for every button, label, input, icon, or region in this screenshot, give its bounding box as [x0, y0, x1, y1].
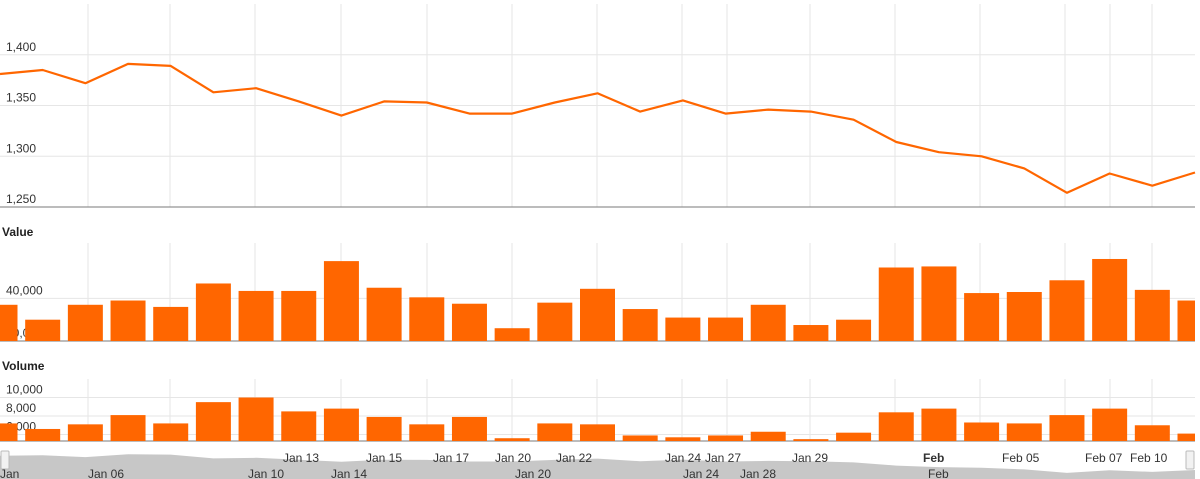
- navigator-label: Jan 15: [366, 451, 402, 465]
- panel-1-ytick-label: 40,000: [6, 283, 43, 297]
- value-bar: [1006, 292, 1042, 341]
- navigator-label: Jan 24: [665, 451, 701, 465]
- volume-bar: [1006, 423, 1042, 441]
- value-bar: [67, 304, 103, 341]
- value-bar: [409, 297, 445, 341]
- volume-bar: [1134, 425, 1170, 441]
- volume-bar: [622, 435, 658, 441]
- value-bar: [110, 300, 146, 341]
- volume-bar: [836, 432, 872, 441]
- value-bar: [750, 304, 786, 341]
- navigator-label: Jan 29: [792, 451, 828, 465]
- volume-bar: [665, 437, 701, 441]
- volume-bar: [1177, 433, 1195, 441]
- navigator-label: Jan 20: [515, 467, 551, 479]
- value-bar: [665, 317, 701, 341]
- value-bar: [921, 266, 957, 341]
- volume-bar: [1049, 415, 1085, 441]
- navigator-label: Feb 10: [1130, 451, 1168, 465]
- navigator-label: Jan 14: [331, 467, 367, 479]
- panel-2-ytick-label: 8,000: [6, 401, 36, 415]
- volume-bar: [750, 431, 786, 441]
- value-bar: [1092, 258, 1128, 341]
- volume-bar: [964, 422, 1000, 441]
- navigator-label: Feb: [923, 451, 944, 465]
- value-bar: [451, 303, 487, 341]
- volume-bar: [878, 412, 914, 441]
- volume-bar: [195, 402, 231, 441]
- value-bar: [1177, 300, 1195, 341]
- value-bar: [836, 319, 872, 341]
- volume-bar: [1092, 408, 1128, 441]
- navigator-left-handle[interactable]: [0, 450, 10, 470]
- volume-bar: [281, 411, 317, 441]
- value-bar: [964, 293, 1000, 341]
- volume-bar: [580, 424, 615, 441]
- panel-2-title: Volume: [2, 359, 45, 373]
- value-bar: [793, 325, 829, 341]
- navigator-label: Jan 13: [283, 451, 319, 465]
- value-bar: [622, 309, 658, 341]
- value-bar: [537, 302, 573, 341]
- value-bar: [1049, 280, 1085, 341]
- value-bar: [195, 283, 231, 341]
- value-bar: [366, 287, 402, 341]
- volume-bar: [238, 397, 274, 441]
- panel-0-ytick-label: 1,250: [6, 192, 36, 206]
- volume-bar: [67, 424, 103, 441]
- volume-bar: [110, 415, 146, 441]
- panel-2-ytick-label: 10,000: [6, 383, 43, 397]
- price-line: [0, 62, 1196, 194]
- panel-0-ytick-label: 1,350: [6, 91, 36, 105]
- panel-0-ytick-label: 1,300: [6, 141, 36, 155]
- panel-1-title: Value: [2, 225, 34, 239]
- value-bar: [1134, 289, 1170, 341]
- navigator-label: Jan 20: [495, 451, 531, 465]
- navigator-label: Jan 10: [248, 467, 284, 479]
- navigator-label: Jan: [0, 467, 19, 479]
- volume-bar: [323, 408, 359, 441]
- value-bar: [323, 261, 359, 341]
- navigator-right-handle[interactable]: [1185, 450, 1195, 470]
- navigator-label: Jan 27: [705, 451, 741, 465]
- volume-bar: [921, 408, 957, 441]
- value-bar: [708, 317, 744, 341]
- value-bar: [878, 267, 914, 341]
- navigator-label: Jan 24: [683, 467, 719, 479]
- navigator-label: Jan 06: [88, 467, 124, 479]
- volume-bar: [0, 423, 18, 441]
- value-bar: [153, 306, 189, 341]
- navigator-label: Jan 22: [556, 451, 592, 465]
- volume-bar: [451, 416, 487, 441]
- value-bar: [25, 319, 61, 341]
- navigator-label: Feb: [928, 467, 949, 479]
- navigator-label: Feb 05: [1002, 451, 1040, 465]
- volume-bar: [708, 435, 744, 441]
- volume-bar: [366, 416, 402, 441]
- navigator-label: Jan 28: [740, 467, 776, 479]
- navigator-series-area: [0, 454, 1195, 479]
- value-bar: [281, 290, 317, 341]
- volume-bar: [153, 423, 189, 441]
- panel-0-ytick-label: 1,400: [6, 40, 36, 54]
- volume-bar: [409, 424, 445, 441]
- volume-bar: [537, 423, 573, 441]
- navigator-label: Jan 17: [433, 451, 469, 465]
- value-bar: [238, 290, 274, 341]
- volume-bar: [25, 428, 61, 441]
- value-bar: [580, 288, 615, 341]
- navigator-label: Feb 07: [1085, 451, 1123, 465]
- value-bar: [0, 304, 18, 341]
- volume-bar: [494, 438, 530, 441]
- volume-bar: [793, 439, 829, 441]
- value-bar: [494, 328, 530, 341]
